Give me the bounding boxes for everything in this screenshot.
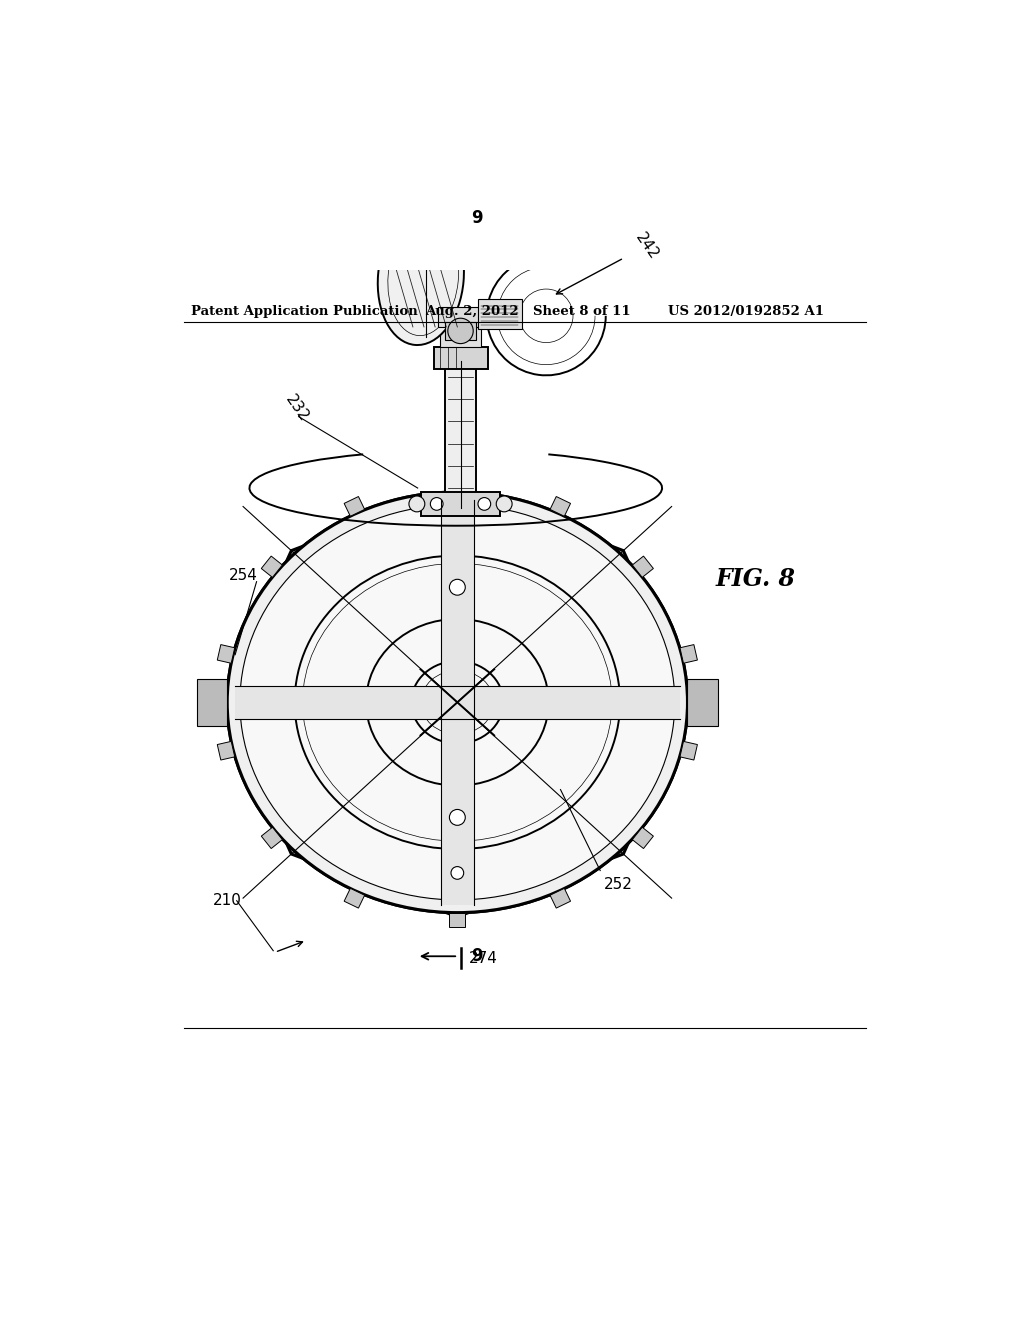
Circle shape: [451, 867, 464, 879]
Polygon shape: [633, 828, 653, 849]
Circle shape: [497, 496, 512, 512]
Polygon shape: [687, 678, 718, 726]
Bar: [444, 322, 476, 339]
Bar: [433, 347, 487, 370]
Circle shape: [409, 496, 425, 512]
Circle shape: [450, 579, 465, 595]
Text: 252: 252: [604, 878, 633, 892]
Ellipse shape: [227, 492, 687, 912]
Text: FIG. 8: FIG. 8: [715, 568, 796, 591]
Polygon shape: [550, 496, 570, 516]
Polygon shape: [222, 488, 692, 917]
Text: US 2012/0192852 A1: US 2012/0192852 A1: [668, 305, 823, 318]
Text: 254: 254: [228, 568, 258, 583]
Text: 9: 9: [471, 209, 482, 227]
Bar: [440, 327, 481, 347]
Polygon shape: [217, 644, 234, 663]
Ellipse shape: [240, 504, 675, 900]
Polygon shape: [261, 556, 283, 577]
Circle shape: [450, 809, 465, 825]
Bar: [438, 308, 482, 327]
Text: 242: 242: [632, 230, 660, 263]
Text: 210: 210: [213, 894, 242, 908]
Polygon shape: [550, 888, 570, 908]
Circle shape: [430, 498, 443, 511]
Polygon shape: [450, 912, 465, 927]
Circle shape: [447, 318, 473, 343]
Bar: [236, 685, 680, 719]
Polygon shape: [344, 496, 365, 516]
Ellipse shape: [227, 492, 687, 912]
Text: 232: 232: [283, 392, 311, 425]
Polygon shape: [217, 742, 234, 760]
Text: Sheet 8 of 11: Sheet 8 of 11: [532, 305, 631, 318]
Text: 9: 9: [471, 948, 482, 965]
Bar: [421, 492, 500, 516]
Polygon shape: [344, 888, 365, 908]
Polygon shape: [680, 644, 697, 663]
Ellipse shape: [378, 210, 464, 345]
Bar: [440, 500, 474, 904]
Polygon shape: [633, 556, 653, 577]
Text: 274: 274: [469, 952, 498, 966]
Polygon shape: [450, 478, 465, 492]
Polygon shape: [261, 828, 283, 849]
Polygon shape: [197, 678, 227, 726]
Polygon shape: [680, 742, 697, 760]
Text: Aug. 2, 2012: Aug. 2, 2012: [426, 305, 519, 318]
Text: Patent Application Publication: Patent Application Publication: [191, 305, 418, 318]
Bar: [444, 362, 476, 508]
Bar: [478, 300, 521, 329]
Circle shape: [478, 498, 490, 511]
Ellipse shape: [240, 504, 675, 900]
